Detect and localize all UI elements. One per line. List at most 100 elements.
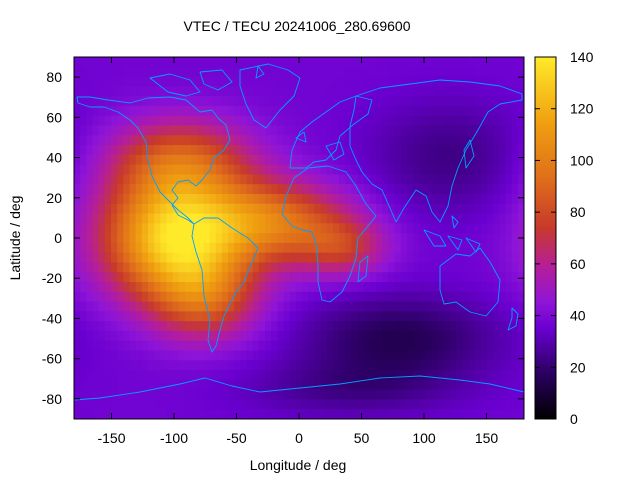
heatmap-cell <box>74 76 81 87</box>
heatmap-cell <box>363 340 371 352</box>
heatmap-cell <box>499 311 507 322</box>
heatmap-cell <box>252 252 260 264</box>
heatmap-cell <box>357 76 365 87</box>
heatmap-cell <box>450 360 457 371</box>
heatmap-cell <box>376 360 383 371</box>
heatmap-cell <box>517 360 524 371</box>
heatmap-cell <box>320 311 328 322</box>
heatmap-cell <box>135 96 143 107</box>
heatmap-cell <box>505 350 513 361</box>
heatmap-cell <box>228 370 235 381</box>
heatmap-cell <box>425 125 433 136</box>
heatmap-cell <box>123 184 131 195</box>
heatmap-cell <box>74 154 81 166</box>
heatmap-cell <box>234 154 242 166</box>
heatmap-cell <box>160 370 168 381</box>
heatmap-cell <box>419 115 426 127</box>
heatmap-cell <box>98 242 106 254</box>
heatmap-cell <box>369 154 377 166</box>
heatmap-cell <box>166 379 174 391</box>
heatmap-cell <box>419 321 426 332</box>
heatmap-cell <box>413 57 420 68</box>
heatmap-cell <box>117 360 124 371</box>
heatmap-cell <box>215 291 223 303</box>
heatmap-cell <box>499 86 507 97</box>
heatmap-cell <box>505 272 513 283</box>
heatmap-cell <box>345 321 352 332</box>
heatmap-cell <box>215 57 223 68</box>
heatmap-cell <box>154 399 161 410</box>
heatmap-cell <box>258 154 266 166</box>
heatmap-cell <box>388 184 396 195</box>
heatmap-cell <box>215 389 223 401</box>
heatmap-cell <box>271 66 279 78</box>
heatmap-cell <box>425 360 433 371</box>
heatmap-cell <box>265 262 272 273</box>
heatmap-cell <box>258 96 266 107</box>
heatmap-cell <box>117 213 124 224</box>
heatmap-cell <box>178 145 186 156</box>
heatmap-cell <box>221 350 229 361</box>
heatmap-cell <box>178 213 186 224</box>
heatmap-cell <box>240 135 248 146</box>
heatmap-cell <box>462 399 470 410</box>
y-tick-label: 60 <box>46 109 62 125</box>
heatmap-cell <box>240 174 248 185</box>
heatmap-cell <box>314 242 322 254</box>
heatmap-cell <box>388 86 396 97</box>
heatmap-cell <box>191 164 198 175</box>
heatmap-cell <box>228 57 235 68</box>
heatmap-cell <box>431 164 439 175</box>
heatmap-cell <box>283 164 291 175</box>
heatmap-cell <box>258 57 266 68</box>
coastline-europe <box>289 95 373 169</box>
heatmap-cell <box>184 96 192 107</box>
heatmap-cell <box>450 350 457 361</box>
heatmap-cell <box>160 242 168 254</box>
heatmap-cell <box>129 154 137 166</box>
heatmap-cell <box>246 370 254 381</box>
heatmap-cell <box>456 135 463 146</box>
heatmap-cell <box>425 174 433 185</box>
heatmap-cell <box>388 213 396 224</box>
heatmap-cell <box>110 193 118 205</box>
heatmap-cell <box>320 115 328 127</box>
heatmap-cell <box>400 311 408 322</box>
heatmap-cell <box>92 115 100 127</box>
heatmap-cell <box>117 301 124 312</box>
heatmap-cell <box>104 330 112 342</box>
heatmap-cell <box>351 213 359 224</box>
heatmap-cell <box>141 242 149 254</box>
heatmap-cell <box>499 203 507 215</box>
heatmap-cell <box>326 66 334 78</box>
heatmap-cell <box>493 242 500 254</box>
heatmap-cell <box>295 66 303 78</box>
heatmap-cell <box>197 262 205 273</box>
heatmap-cell <box>487 66 494 78</box>
heatmap-cell <box>320 233 328 244</box>
heatmap-cell <box>86 233 94 244</box>
heatmap-cell <box>431 125 439 136</box>
heatmap-cell <box>271 213 279 224</box>
heatmap-cell <box>505 242 513 254</box>
heatmap-cell <box>246 184 254 195</box>
heatmap-cell <box>197 272 205 283</box>
heatmap-cell <box>277 301 285 312</box>
heatmap-cell <box>437 409 445 419</box>
heatmap-cell <box>376 262 383 273</box>
heatmap-cell <box>240 125 248 136</box>
heatmap-cell <box>413 321 420 332</box>
heatmap-cell <box>129 57 137 68</box>
heatmap-cell <box>228 223 235 234</box>
heatmap-cell <box>326 76 334 87</box>
heatmap-cell <box>209 330 217 342</box>
heatmap-cell <box>86 105 94 117</box>
heatmap-cell <box>450 125 457 136</box>
heatmap-cell <box>363 252 371 264</box>
heatmap-cell <box>499 154 507 166</box>
heatmap-cell <box>141 96 149 107</box>
heatmap-cell <box>184 174 192 185</box>
heatmap-cell <box>474 272 482 283</box>
heatmap-cell <box>450 115 457 127</box>
heatmap-cell <box>345 360 352 371</box>
